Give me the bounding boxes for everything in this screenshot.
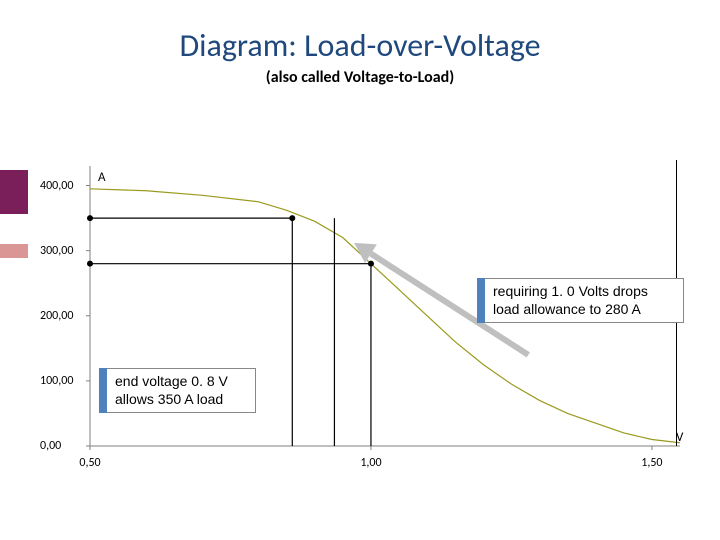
callout-right: requiring 1. 0 Volts drops load allowanc… [484, 278, 684, 323]
y-axis-label: A [98, 170, 106, 185]
callout-left-line1: end voltage 0. 8 V [115, 373, 228, 389]
deco-block-2 [0, 244, 28, 258]
ytick-0: 0,00 [40, 439, 61, 453]
ytick-200: 200,00 [40, 309, 73, 323]
load-over-voltage-chart: 0,00 100,00 200,00 300,00 400,00 0,50 1,… [36, 160, 696, 480]
ytick-100: 100,00 [40, 374, 73, 388]
page-subtitle: (also called Voltage-to-Load) [0, 68, 720, 87]
callout-left-bar [99, 368, 107, 413]
xtick-1-50: 1,50 [641, 456, 662, 470]
callout-left-line2: allows 350 A load [115, 391, 223, 407]
x-axis-label: V [676, 430, 683, 445]
callout-right-bar [477, 278, 485, 323]
callout-left: end voltage 0. 8 V allows 350 A load [106, 368, 256, 413]
callout-right-line2: load allowance to 280 A [493, 301, 641, 317]
ytick-300: 300,00 [40, 244, 73, 258]
page-title: Diagram: Load-over-Voltage [0, 26, 720, 65]
xtick-1-00: 1,00 [360, 456, 381, 470]
callout-right-line1: requiring 1. 0 Volts drops [493, 283, 648, 299]
ytick-400: 400,00 [40, 179, 73, 193]
xtick-0-50: 0,50 [79, 456, 100, 470]
deco-block-1 [0, 170, 28, 214]
